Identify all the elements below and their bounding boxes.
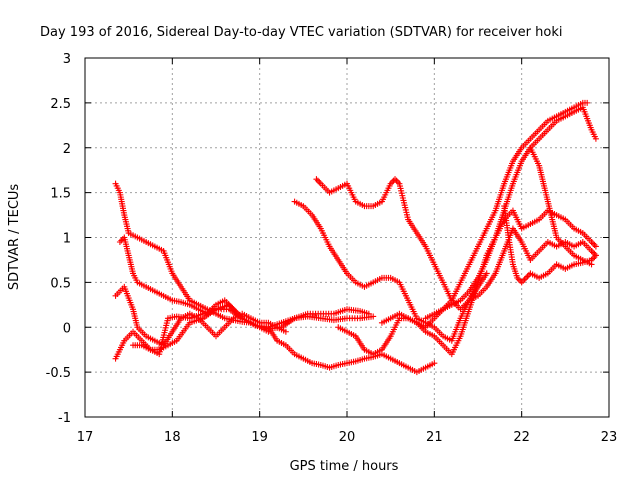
data-point xyxy=(592,135,599,142)
series-arc-15 xyxy=(527,144,595,268)
y-tick-label: -1 xyxy=(58,411,71,426)
data-point xyxy=(393,177,400,184)
data-point xyxy=(316,179,323,186)
data-point xyxy=(483,270,490,277)
data-point xyxy=(518,279,525,286)
data-point xyxy=(523,274,530,281)
chart-title: Day 193 of 2016, Sidereal Day-to-day VTE… xyxy=(40,25,562,40)
y-axis-label: SDTVAR / TECUs xyxy=(7,184,22,291)
y-tick-label: -0.5 xyxy=(46,366,71,381)
x-tick-label: 20 xyxy=(339,430,356,445)
x-tick-label: 19 xyxy=(251,430,268,445)
x-tick-label: 17 xyxy=(77,430,94,445)
y-tick-label: 2 xyxy=(63,142,71,157)
y-tick-label: 0.5 xyxy=(50,276,71,291)
x-tick-label: 22 xyxy=(513,430,530,445)
x-tick-label: 21 xyxy=(426,430,443,445)
data-point xyxy=(370,313,377,320)
data-point xyxy=(589,240,596,247)
data-point xyxy=(584,99,591,106)
data-point xyxy=(591,241,598,248)
x-axis-label: GPS time / hours xyxy=(290,459,399,474)
data-point xyxy=(588,261,595,268)
series-arc-6 xyxy=(265,324,438,376)
series-arc-3 xyxy=(112,283,289,349)
data-point xyxy=(520,277,527,284)
series-arc-8 xyxy=(313,176,490,313)
data-point xyxy=(589,249,596,256)
tick-labels: 17 18 19 20 21 22 23 -1 -0.5 0 0.5 1 1.5 2 2.5 3 xyxy=(46,52,618,445)
data-point xyxy=(314,177,321,184)
data-point xyxy=(592,243,599,250)
y-tick-label: 3 xyxy=(63,52,71,67)
series-arc-13 xyxy=(483,207,599,259)
data-point xyxy=(592,252,599,259)
data-point xyxy=(392,176,399,183)
series-arc-7 xyxy=(291,198,481,344)
y-tick-label: 2.5 xyxy=(50,97,71,112)
y-tick-label: 1.5 xyxy=(50,187,71,202)
data-point xyxy=(313,176,320,183)
y-tick-label: 0 xyxy=(63,321,71,336)
data-point xyxy=(431,360,438,367)
data-point xyxy=(118,237,125,244)
y-tick-label: 1 xyxy=(63,232,71,247)
data-point xyxy=(282,328,289,335)
series-arc-5 xyxy=(130,306,377,353)
data-point xyxy=(521,276,528,283)
axis-ticks xyxy=(84,57,610,418)
x-tick-label: 23 xyxy=(601,430,618,445)
data-points xyxy=(112,99,599,376)
x-tick-label: 18 xyxy=(164,430,181,445)
data-point xyxy=(591,253,598,260)
